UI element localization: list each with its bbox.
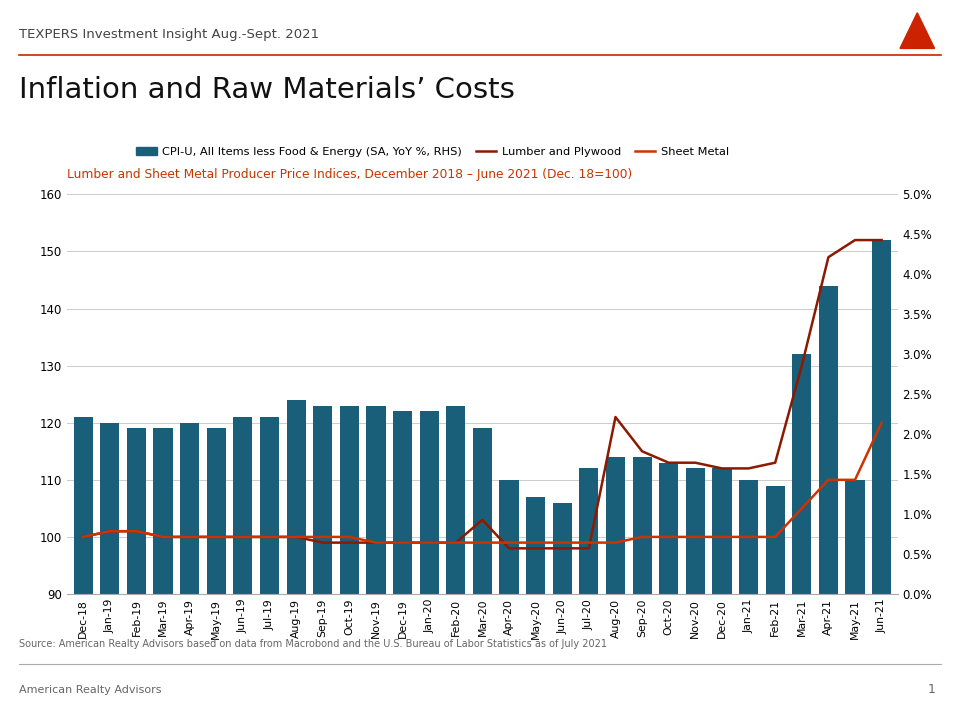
Bar xyxy=(313,405,332,720)
Bar xyxy=(526,497,545,720)
Bar xyxy=(154,428,173,720)
Text: Inflation and Raw Materials’ Costs: Inflation and Raw Materials’ Costs xyxy=(19,76,516,104)
Bar xyxy=(553,503,572,720)
Bar xyxy=(712,469,732,720)
Bar xyxy=(846,480,865,720)
Polygon shape xyxy=(900,13,935,48)
Bar xyxy=(100,423,119,720)
Bar xyxy=(872,240,891,720)
Bar xyxy=(180,423,200,720)
Bar xyxy=(393,411,412,720)
Bar xyxy=(286,400,305,720)
Text: Source: American Realty Advisors based on data from Macrobond and the U.S. Burea: Source: American Realty Advisors based o… xyxy=(19,639,608,649)
Bar xyxy=(633,457,652,720)
Bar xyxy=(819,286,838,720)
Bar xyxy=(206,428,226,720)
Bar xyxy=(446,405,466,720)
Bar xyxy=(792,354,811,720)
Bar xyxy=(739,480,758,720)
Bar xyxy=(765,485,784,720)
Bar xyxy=(499,480,518,720)
Bar xyxy=(473,428,492,720)
Bar xyxy=(233,417,252,720)
Bar xyxy=(127,428,146,720)
Bar xyxy=(340,405,359,720)
Bar xyxy=(606,457,625,720)
Bar xyxy=(74,417,93,720)
Text: American Realty Advisors: American Realty Advisors xyxy=(19,685,161,695)
Text: TEXPERS Investment Insight Aug.-Sept. 2021: TEXPERS Investment Insight Aug.-Sept. 20… xyxy=(19,28,320,41)
Bar xyxy=(660,463,679,720)
Bar xyxy=(685,469,705,720)
Bar xyxy=(260,417,279,720)
Bar xyxy=(367,405,386,720)
Text: Lumber and Sheet Metal Producer Price Indices, December 2018 – June 2021 (Dec. 1: Lumber and Sheet Metal Producer Price In… xyxy=(67,168,633,181)
Text: 1: 1 xyxy=(928,683,936,696)
Bar xyxy=(579,469,598,720)
Legend: CPI-U, All Items less Food & Energy (SA, YoY %, RHS), Lumber and Plywood, Sheet : CPI-U, All Items less Food & Energy (SA,… xyxy=(132,142,733,161)
Bar xyxy=(420,411,439,720)
